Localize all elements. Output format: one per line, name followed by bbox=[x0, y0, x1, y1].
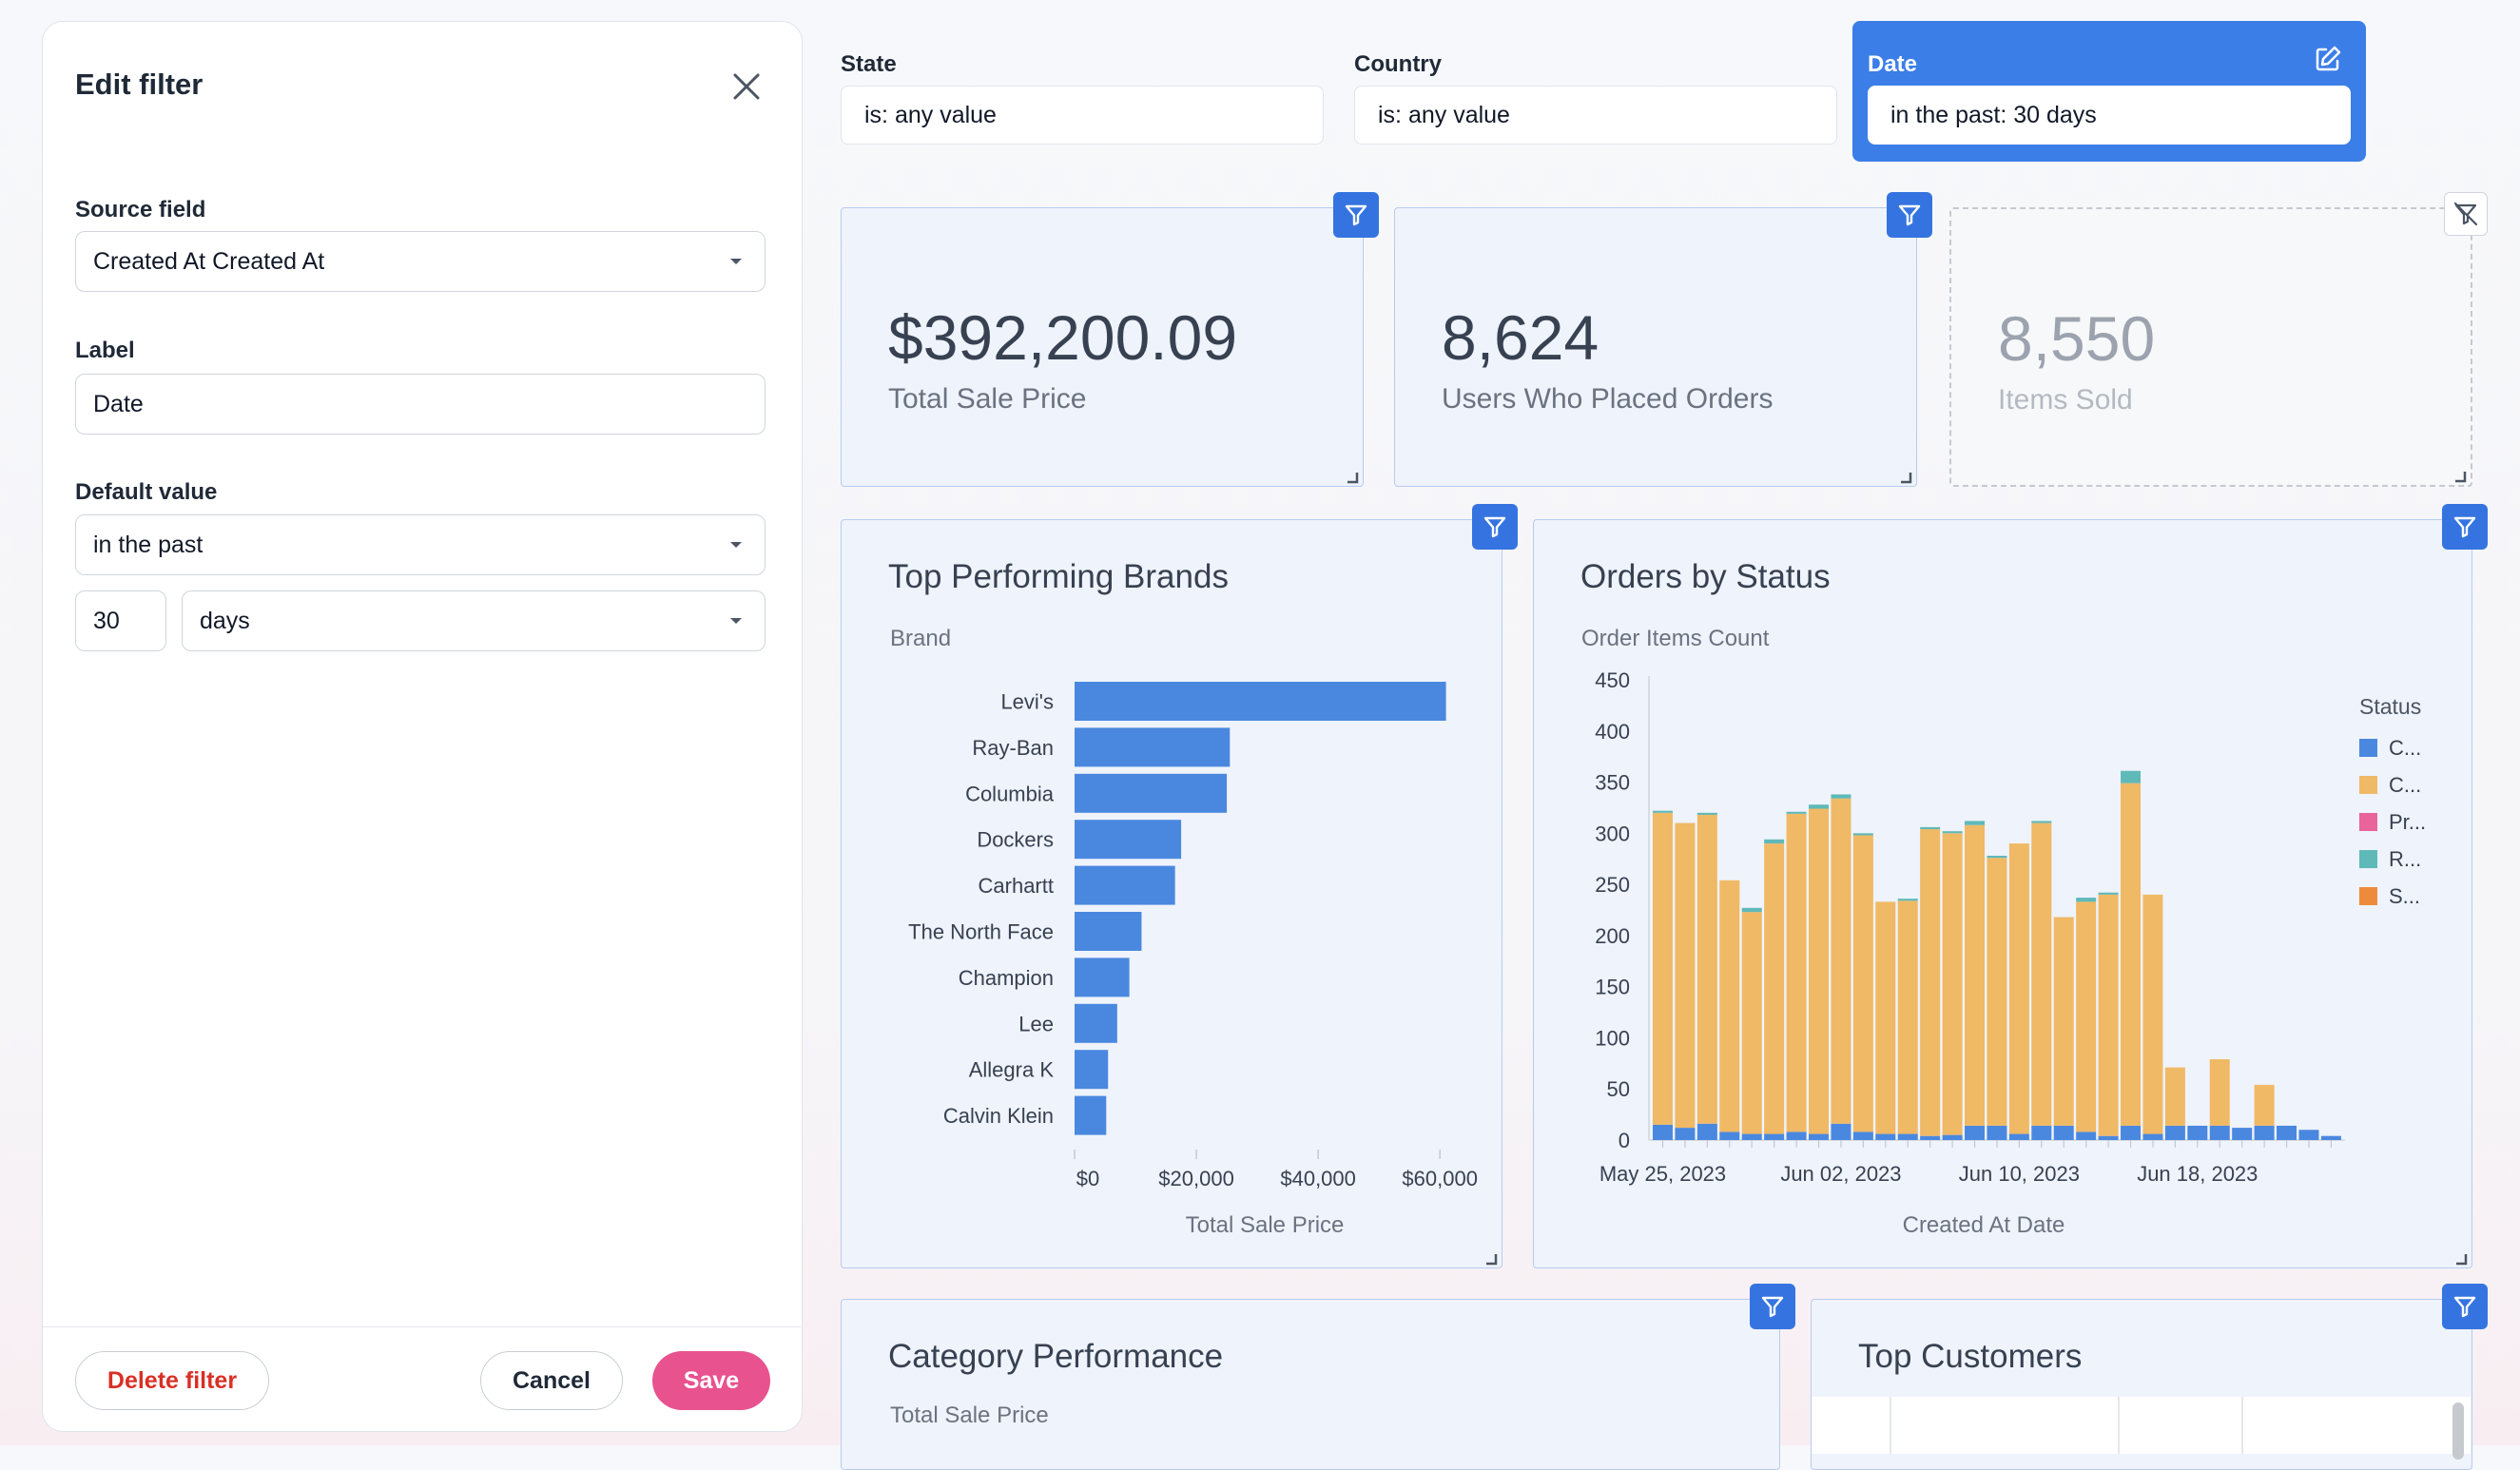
source-field-value: Created At Created At bbox=[93, 247, 325, 275]
table-card-top-customers[interactable]: Top Customers bbox=[1811, 1299, 2472, 1470]
chart-title: Top Performing Brands bbox=[888, 558, 1229, 595]
default-unit-value: days bbox=[200, 607, 250, 634]
table-scrollbar[interactable] bbox=[2452, 1402, 2464, 1460]
default-unit-select[interactable]: days bbox=[182, 590, 766, 651]
table-header-row bbox=[1812, 1397, 2471, 1460]
filter-off-icon[interactable] bbox=[2444, 192, 2488, 236]
chart-title: Category Performance bbox=[888, 1338, 1224, 1375]
filter-value-country: is: any value bbox=[1378, 101, 1510, 128]
label-label: Label bbox=[75, 338, 135, 363]
close-icon[interactable] bbox=[727, 68, 766, 106]
default-value-label: Default value bbox=[75, 479, 218, 505]
filter-title-country: Country bbox=[1354, 51, 1442, 77]
cancel-button[interactable]: Cancel bbox=[480, 1351, 623, 1410]
chart-card-orders-by-status[interactable]: Orders by Status bbox=[1533, 519, 2472, 1268]
resize-handle-icon[interactable] bbox=[1346, 471, 1359, 484]
chart-card-category-performance[interactable]: Category Performance Total Sale Price bbox=[841, 1299, 1780, 1470]
chevron-down-icon bbox=[730, 542, 742, 548]
resize-handle-icon[interactable] bbox=[2453, 470, 2467, 483]
kpi-card-total-sale-price[interactable]: $392,200.09 Total Sale Price bbox=[841, 207, 1364, 487]
filter-applied-icon[interactable] bbox=[2442, 1284, 2488, 1329]
label-input[interactable]: Date bbox=[75, 374, 766, 435]
default-amount-input[interactable]: 30 bbox=[75, 590, 166, 651]
chart-title: Top Customers bbox=[1858, 1338, 2083, 1375]
default-amount-value: 30 bbox=[93, 607, 120, 634]
default-operator-select[interactable]: in the past bbox=[75, 514, 766, 575]
source-field-label: Source field bbox=[75, 197, 206, 222]
label-input-value: Date bbox=[93, 390, 144, 417]
kpi-card-users-who-placed-orders[interactable]: 8,624 Users Who Placed Orders bbox=[1394, 207, 1917, 487]
chart-card-top-performing-brands[interactable]: Top Performing Brands bbox=[841, 519, 1502, 1268]
panel-title: Edit filter bbox=[75, 68, 204, 101]
kpi-label: Total Sale Price bbox=[888, 383, 1087, 415]
kpi-label: Items Sold bbox=[1998, 384, 2133, 416]
filter-applied-icon[interactable] bbox=[1333, 192, 1379, 238]
filter-value-date: in the past: 30 days bbox=[1890, 101, 2097, 128]
kpi-card-items-sold[interactable]: 8,550 Items Sold bbox=[1949, 207, 2472, 487]
chevron-down-icon bbox=[730, 259, 742, 264]
filter-applied-icon[interactable] bbox=[1887, 192, 1932, 238]
default-operator-value: in the past bbox=[93, 531, 204, 558]
kpi-value: 8,550 bbox=[1998, 303, 2156, 374]
resize-handle-icon[interactable] bbox=[1899, 471, 1912, 484]
kpi-value: 8,624 bbox=[1442, 302, 1599, 373]
filter-title-date: Date bbox=[1868, 51, 1918, 77]
filter-date-active[interactable]: Date in the past: 30 days bbox=[1852, 21, 2366, 162]
resize-handle-icon[interactable] bbox=[1484, 1252, 1498, 1266]
panel-footer-divider bbox=[43, 1326, 801, 1327]
filter-title-state: State bbox=[841, 51, 897, 77]
filter-value-state: is: any value bbox=[864, 101, 997, 128]
column-divider bbox=[2241, 1397, 2243, 1454]
delete-filter-button[interactable]: Delete filter bbox=[75, 1351, 269, 1410]
filter-applied-icon[interactable] bbox=[1750, 1284, 1795, 1329]
resize-handle-icon[interactable] bbox=[2454, 1252, 2468, 1266]
kpi-label: Users Who Placed Orders bbox=[1442, 383, 1774, 415]
filter-input-state[interactable]: is: any value bbox=[841, 86, 1324, 145]
source-field-select[interactable]: Created At Created At bbox=[75, 231, 766, 292]
chevron-down-icon bbox=[730, 618, 742, 624]
column-divider bbox=[1890, 1397, 1891, 1454]
save-button[interactable]: Save bbox=[652, 1351, 770, 1410]
filter-applied-icon[interactable] bbox=[2442, 504, 2488, 550]
edit-filter-panel: Edit filter Source field Created At Crea… bbox=[42, 21, 803, 1432]
chart-subtitle: Total Sale Price bbox=[890, 1402, 1049, 1428]
filter-input-country[interactable]: is: any value bbox=[1354, 86, 1837, 145]
edit-icon[interactable] bbox=[2313, 44, 2343, 74]
chart-title: Orders by Status bbox=[1580, 558, 1831, 595]
column-divider bbox=[2118, 1397, 2120, 1454]
filter-applied-icon[interactable] bbox=[1472, 504, 1518, 550]
kpi-value: $392,200.09 bbox=[888, 302, 1238, 373]
filter-input-date[interactable]: in the past: 30 days bbox=[1868, 86, 2351, 145]
